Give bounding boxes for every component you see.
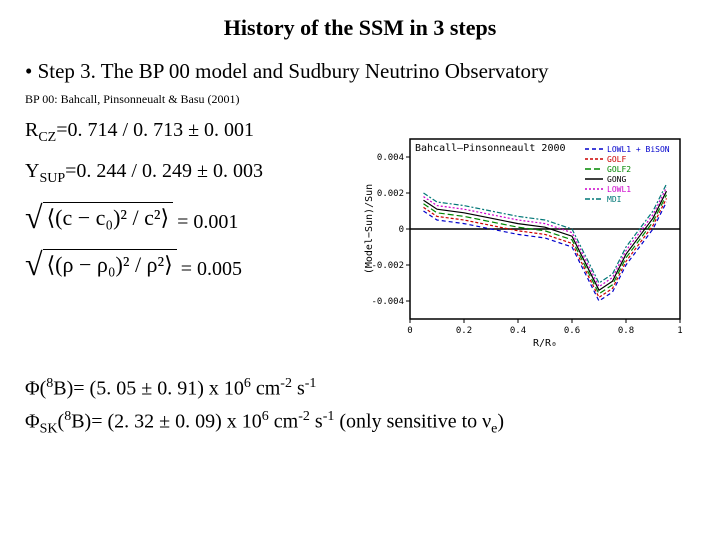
sqrt-icon: √ xyxy=(25,248,43,280)
rcz-equation: RCZ=0. 714 / 0. 713 ± 0. 001 xyxy=(25,119,345,146)
svg-text:MDI: MDI xyxy=(607,195,622,204)
phi2-symbol: Φ xyxy=(25,410,40,432)
svg-text:1: 1 xyxy=(677,326,682,336)
rcz-symbol: R xyxy=(25,119,38,141)
solar-model-chart: Bahcall–Pinsonneault 2000 -0.004 -0.002 0 0.… xyxy=(360,119,695,354)
phi1-s: s xyxy=(292,378,305,400)
phi-sk-equation: ΦSK(8B)= (2. 32 ± 0. 09) x 106 cm-2 s-1 … xyxy=(25,409,695,438)
ysup-value: =0. 244 / 0. 249 ± 0. 003 xyxy=(65,160,263,182)
phi2-exponent: 6 xyxy=(262,409,269,424)
phi2-cm: cm xyxy=(269,410,298,432)
formula1-rhs: = 0.001 xyxy=(177,211,238,233)
svg-text:Bahcall–Pinsonneault 2000: Bahcall–Pinsonneault 2000 xyxy=(415,143,566,154)
phi1-body: B)= (5. 05 ± 0. 91) x 10 xyxy=(53,378,244,400)
phi1-symbol: Φ( xyxy=(25,378,46,400)
ysup-equation: YSUP=0. 244 / 0. 249 ± 0. 003 xyxy=(25,160,345,187)
svg-text:0.2: 0.2 xyxy=(456,326,472,336)
svg-text:-0.004: -0.004 xyxy=(371,297,404,307)
phi2-s-exp: -1 xyxy=(323,409,335,424)
phi2-body: B)= (2. 32 ± 0. 09) x 10 xyxy=(71,410,262,432)
phi1-s-exp: -1 xyxy=(305,376,317,391)
svg-text:0.004: 0.004 xyxy=(377,153,404,163)
sqrt-icon: √ xyxy=(25,201,43,233)
rcz-value: =0. 714 / 0. 713 ± 0. 001 xyxy=(56,119,254,141)
formula-sound-speed: √ ⟨(c − c₀)² / c²⟩ = 0.001 xyxy=(25,201,345,234)
bottom-equations: Φ(8B)= (5. 05 ± 0. 91) x 106 cm-2 s-1 ΦS… xyxy=(25,376,695,437)
svg-text:GONG: GONG xyxy=(607,175,626,184)
content-row: RCZ=0. 714 / 0. 713 ± 0. 001 YSUP=0. 244… xyxy=(25,119,695,354)
svg-text:R/R₀: R/R₀ xyxy=(533,338,557,349)
phi2-sub: SK xyxy=(40,421,58,436)
ysup-symbol: Y xyxy=(25,160,39,182)
phi2-s: s xyxy=(310,410,323,432)
bullet-step-3: • Step 3. The BP 00 model and Sudbury Ne… xyxy=(25,59,695,84)
svg-text:0.4: 0.4 xyxy=(510,326,526,336)
chart-svg: Bahcall–Pinsonneault 2000 -0.004 -0.002 0 0.… xyxy=(360,119,690,349)
svg-text:0.6: 0.6 xyxy=(564,326,580,336)
phi1-cm-exp: -2 xyxy=(280,376,292,391)
svg-text:(Model−Sun)/Sun: (Model−Sun)/Sun xyxy=(364,184,375,274)
svg-text:0.002: 0.002 xyxy=(377,189,404,199)
phi-b8-equation: Φ(8B)= (5. 05 ± 0. 91) x 106 cm-2 s-1 xyxy=(25,376,695,401)
svg-text:-0.002: -0.002 xyxy=(371,261,404,271)
left-column: RCZ=0. 714 / 0. 713 ± 0. 001 YSUP=0. 244… xyxy=(25,119,345,281)
formula-density: √ ⟨(ρ − ρ₀)² / ρ²⟩ = 0.005 xyxy=(25,248,345,281)
phi2-note: (only sensitive to ν xyxy=(334,410,491,432)
phi2-close: ) xyxy=(497,410,504,432)
svg-text:LOWL1 + BiSON: LOWL1 + BiSON xyxy=(607,145,670,154)
page-title: History of the SSM in 3 steps xyxy=(25,15,695,41)
phi2-cm-exp: -2 xyxy=(298,409,310,424)
formula1-inner: (c − c₀)² / c² xyxy=(55,205,160,230)
svg-text:LOWL1: LOWL1 xyxy=(607,185,631,194)
ysup-subscript: SUP xyxy=(39,171,65,186)
citation: BP 00: Bahcall, Pinsonneualt & Basu (200… xyxy=(25,92,695,107)
svg-text:GOLF: GOLF xyxy=(607,155,626,164)
svg-text:0: 0 xyxy=(407,326,412,336)
svg-text:0: 0 xyxy=(399,225,404,235)
formula2-inner: (ρ − ρ₀)² / ρ² xyxy=(55,252,164,277)
svg-text:GOLF2: GOLF2 xyxy=(607,165,631,174)
phi1-exponent: 6 xyxy=(244,376,251,391)
svg-text:0.8: 0.8 xyxy=(618,326,634,336)
formula2-rhs: = 0.005 xyxy=(181,258,242,280)
phi1-cm: cm xyxy=(251,378,280,400)
rcz-subscript: CZ xyxy=(38,130,56,145)
